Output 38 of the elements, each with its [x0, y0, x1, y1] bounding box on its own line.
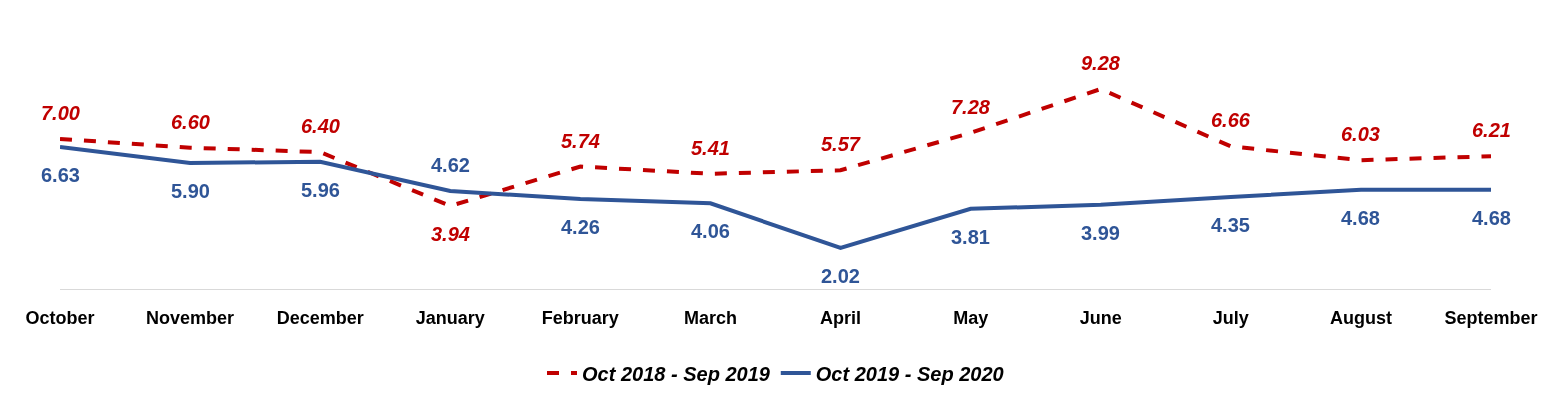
data-label: 2.02	[821, 265, 860, 287]
x-tick-label: August	[1329, 307, 1392, 328]
data-label: 9.28	[1081, 52, 1121, 74]
data-label: 7.28	[951, 96, 991, 118]
x-tick-label: February	[541, 307, 619, 328]
data-label: 3.94	[431, 223, 470, 245]
legend-label: Oct 2019 - Sep 2020	[815, 362, 1004, 385]
x-tick-label: October	[25, 307, 95, 328]
data-label: 5.74	[561, 130, 600, 152]
data-label: 5.90	[171, 180, 210, 202]
x-tick-label: March	[683, 307, 737, 328]
x-tick-label: November	[146, 307, 235, 328]
data-label: 5.96	[301, 179, 340, 201]
data-label: 4.06	[691, 220, 730, 242]
x-tick-label: July	[1212, 307, 1249, 328]
x-tick-label: June	[1079, 307, 1122, 328]
data-label: 6.21	[1472, 119, 1511, 141]
data-label: 3.99	[1081, 222, 1120, 244]
data-label: 6.03	[1341, 123, 1380, 145]
data-label: 4.68	[1472, 207, 1511, 229]
x-tick-label: September	[1444, 307, 1538, 328]
data-label: 6.40	[301, 115, 340, 137]
legend-label: Oct 2018 - Sep 2019	[582, 362, 771, 385]
data-label: 5.41	[691, 137, 730, 159]
data-label: 7.00	[41, 102, 80, 124]
data-label: 4.62	[431, 154, 470, 176]
data-label: 6.60	[171, 111, 210, 133]
x-tick-label: April	[820, 307, 862, 328]
data-label: 6.66	[1211, 109, 1251, 131]
x-tick-label: May	[953, 307, 989, 328]
x-tick-label: December	[276, 307, 364, 328]
data-label: 4.26	[561, 216, 600, 238]
data-label: 3.81	[951, 226, 990, 248]
x-tick-label: January	[415, 307, 485, 328]
data-label: 5.57	[821, 133, 861, 155]
data-label: 6.63	[41, 164, 80, 186]
data-label: 4.68	[1341, 207, 1380, 229]
data-label: 4.35	[1211, 214, 1250, 236]
